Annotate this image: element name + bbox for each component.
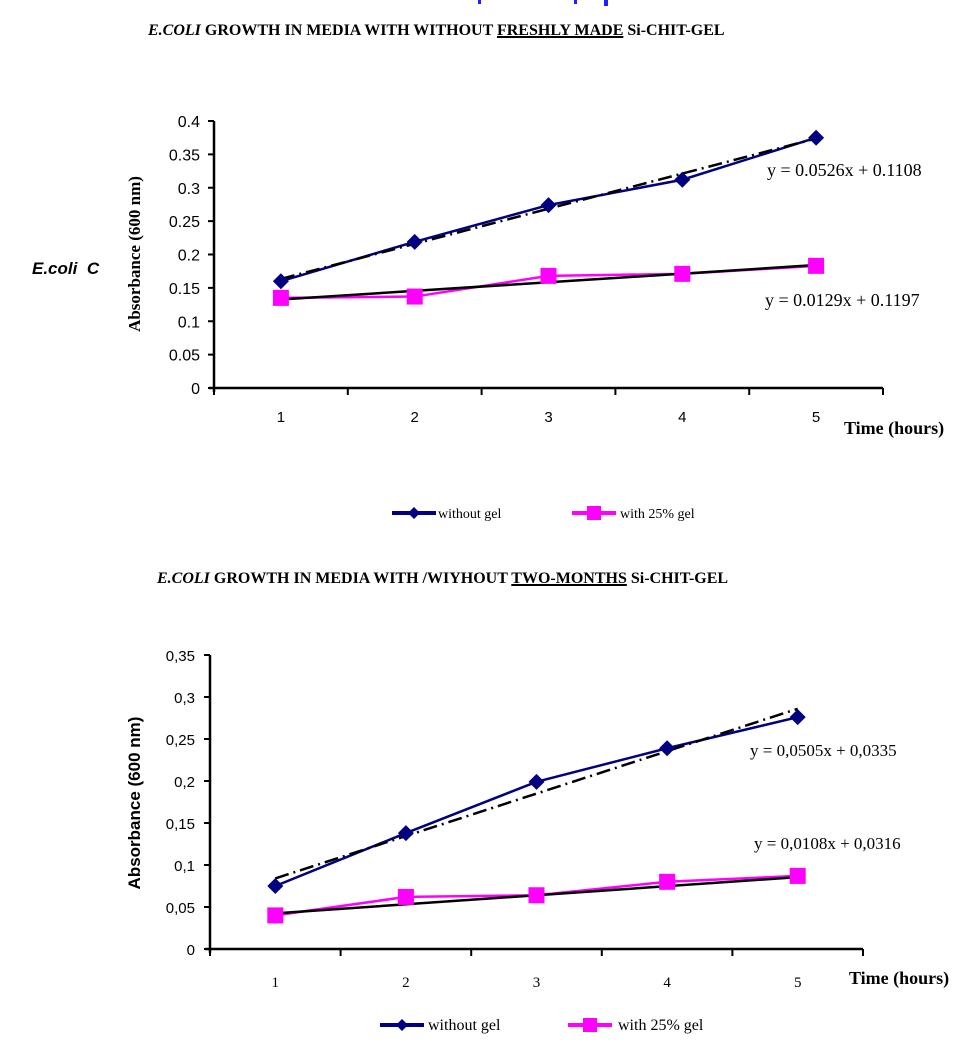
legend-label: without gel	[428, 1017, 501, 1034]
y-axis-label: Absorbance (600 nm)	[125, 717, 144, 890]
x-tick-label: 4	[663, 975, 671, 991]
x-tick-label: 5	[812, 409, 820, 426]
trendline-equation: y = 0.0526x + 0.1108	[767, 160, 922, 180]
trendline-equation: y = 0.0129x + 0.1197	[765, 290, 920, 310]
data-point-diamond	[808, 129, 825, 146]
trendline-equation: y = 0,0108x + 0,0316	[754, 834, 901, 853]
x-tick-label: 3	[533, 975, 541, 991]
x-tick-label: 1	[272, 975, 280, 991]
series-without-gel	[272, 129, 825, 290]
title-underlined: TWO-MONTHS	[511, 570, 627, 587]
chart-2-title: E.COLI GROWTH IN MEDIA WITH /WIYHOUT TWO…	[157, 570, 728, 588]
legend-label: with 25% gel	[618, 1017, 704, 1034]
x-tick-label: 1	[277, 409, 285, 426]
y-tick-label: 0.05	[169, 348, 200, 365]
title-italic: E.COLI	[148, 22, 201, 39]
side-label: E.coli C	[32, 259, 99, 279]
data-point-diamond	[406, 233, 423, 250]
legend-label: without gel	[438, 507, 501, 522]
y-tick-label: 0,1	[174, 858, 195, 875]
data-point-square	[406, 288, 423, 305]
y-tick-label: 0.2	[178, 248, 200, 265]
y-tick-label: 0,2	[174, 774, 195, 791]
data-point-diamond	[272, 273, 289, 290]
legend-diamond-icon	[396, 1019, 408, 1031]
series-with-25-gel	[272, 257, 825, 306]
data-point-square	[674, 265, 691, 282]
title-underlined: FRESHLY MADE	[496, 22, 624, 39]
clipped-text-fragment	[574, 0, 577, 4]
y-tick-label: 0	[187, 942, 195, 959]
legend-diamond-icon	[408, 507, 420, 519]
data-point-diamond	[397, 825, 414, 842]
title-mid: GROWTH IN MEDIA WITH /WIYHOUT	[209, 570, 512, 587]
series-with-25-gel	[267, 867, 806, 924]
data-point-square	[540, 267, 557, 284]
data-point-diamond	[659, 740, 676, 757]
title-mid: GROWTH IN MEDIA WITH WITHOUT	[200, 22, 497, 39]
y-axis-label: Absorbance (600 nm)	[125, 176, 144, 332]
series-line	[274, 715, 798, 888]
data-point-square	[272, 289, 289, 306]
x-tick-label: 5	[794, 975, 802, 991]
series-without-gel	[267, 707, 806, 894]
y-tick-label: 0.15	[169, 281, 200, 298]
legend-square-icon	[587, 506, 601, 520]
title-italic: E.COLI	[157, 570, 210, 587]
x-tick-label: 2	[402, 975, 410, 991]
legend-item: without gel	[392, 507, 501, 522]
y-tick-label: 0,35	[166, 648, 195, 665]
legend-label: with 25% gel	[620, 507, 695, 522]
data-point-diamond	[674, 171, 691, 188]
data-point-diamond	[528, 773, 545, 790]
chart-2: 0 0,05 0,1 0,15 0,2 0,25 0,3 0,35 1 2 3 4 5 Absorbanc…	[125, 648, 949, 1034]
y-tick-label: 0.1	[178, 314, 200, 331]
data-point-square	[267, 907, 284, 924]
y-tick-label: 0.35	[169, 147, 200, 164]
data-point-square	[789, 867, 806, 884]
title-end: Si-CHIT-GEL	[623, 22, 725, 39]
data-point-square	[808, 257, 825, 274]
data-point-square	[528, 887, 545, 904]
side-label-rest: C	[86, 259, 100, 278]
data-point-square	[397, 888, 414, 905]
data-point-square	[659, 873, 676, 890]
y-tick-label: 0.3	[178, 181, 200, 198]
data-point-diamond	[789, 709, 806, 726]
y-tick-label: 0.25	[169, 214, 200, 231]
legend-item: with 25% gel	[568, 1017, 704, 1034]
chart-1-title: E.COLI GROWTH IN MEDIA WITH WITHOUT FRES…	[148, 22, 725, 40]
clipped-text-fragment	[604, 0, 608, 6]
y-tick-label: 0,05	[166, 900, 195, 917]
trendline	[274, 707, 799, 880]
y-tick-label: 0,15	[166, 816, 195, 833]
data-point-diamond	[267, 878, 284, 894]
legend-item: without gel	[380, 1017, 501, 1034]
x-tick-label: 3	[544, 409, 552, 426]
x-tick-label: 2	[411, 409, 419, 426]
x-axis-label: Time (hours)	[849, 968, 949, 989]
data-point-diamond	[540, 197, 557, 214]
chart-1: 0 0.05 0.1 0.15 0.2 0.25 0.3 0.35 0.4 1 2 3 4 5 Absorb…	[125, 114, 944, 522]
legend-item: with 25% gel	[572, 506, 695, 522]
trendline	[280, 137, 817, 281]
x-axis-label: Time (hours)	[844, 418, 944, 439]
clipped-text-fragment	[478, 0, 481, 4]
y-tick-label: 0,3	[174, 690, 195, 707]
legend-square-icon	[583, 1018, 597, 1032]
title-end: Si-CHIT-GEL	[626, 570, 729, 587]
y-tick-label: 0.4	[178, 114, 200, 131]
y-tick-label: 0,25	[166, 732, 195, 749]
x-tick-label: 4	[678, 409, 686, 426]
y-tick-label: 0	[191, 381, 200, 398]
side-label-italic: E.coli	[32, 259, 78, 278]
trendline-equation: y = 0,0505x + 0,0335	[750, 741, 897, 760]
